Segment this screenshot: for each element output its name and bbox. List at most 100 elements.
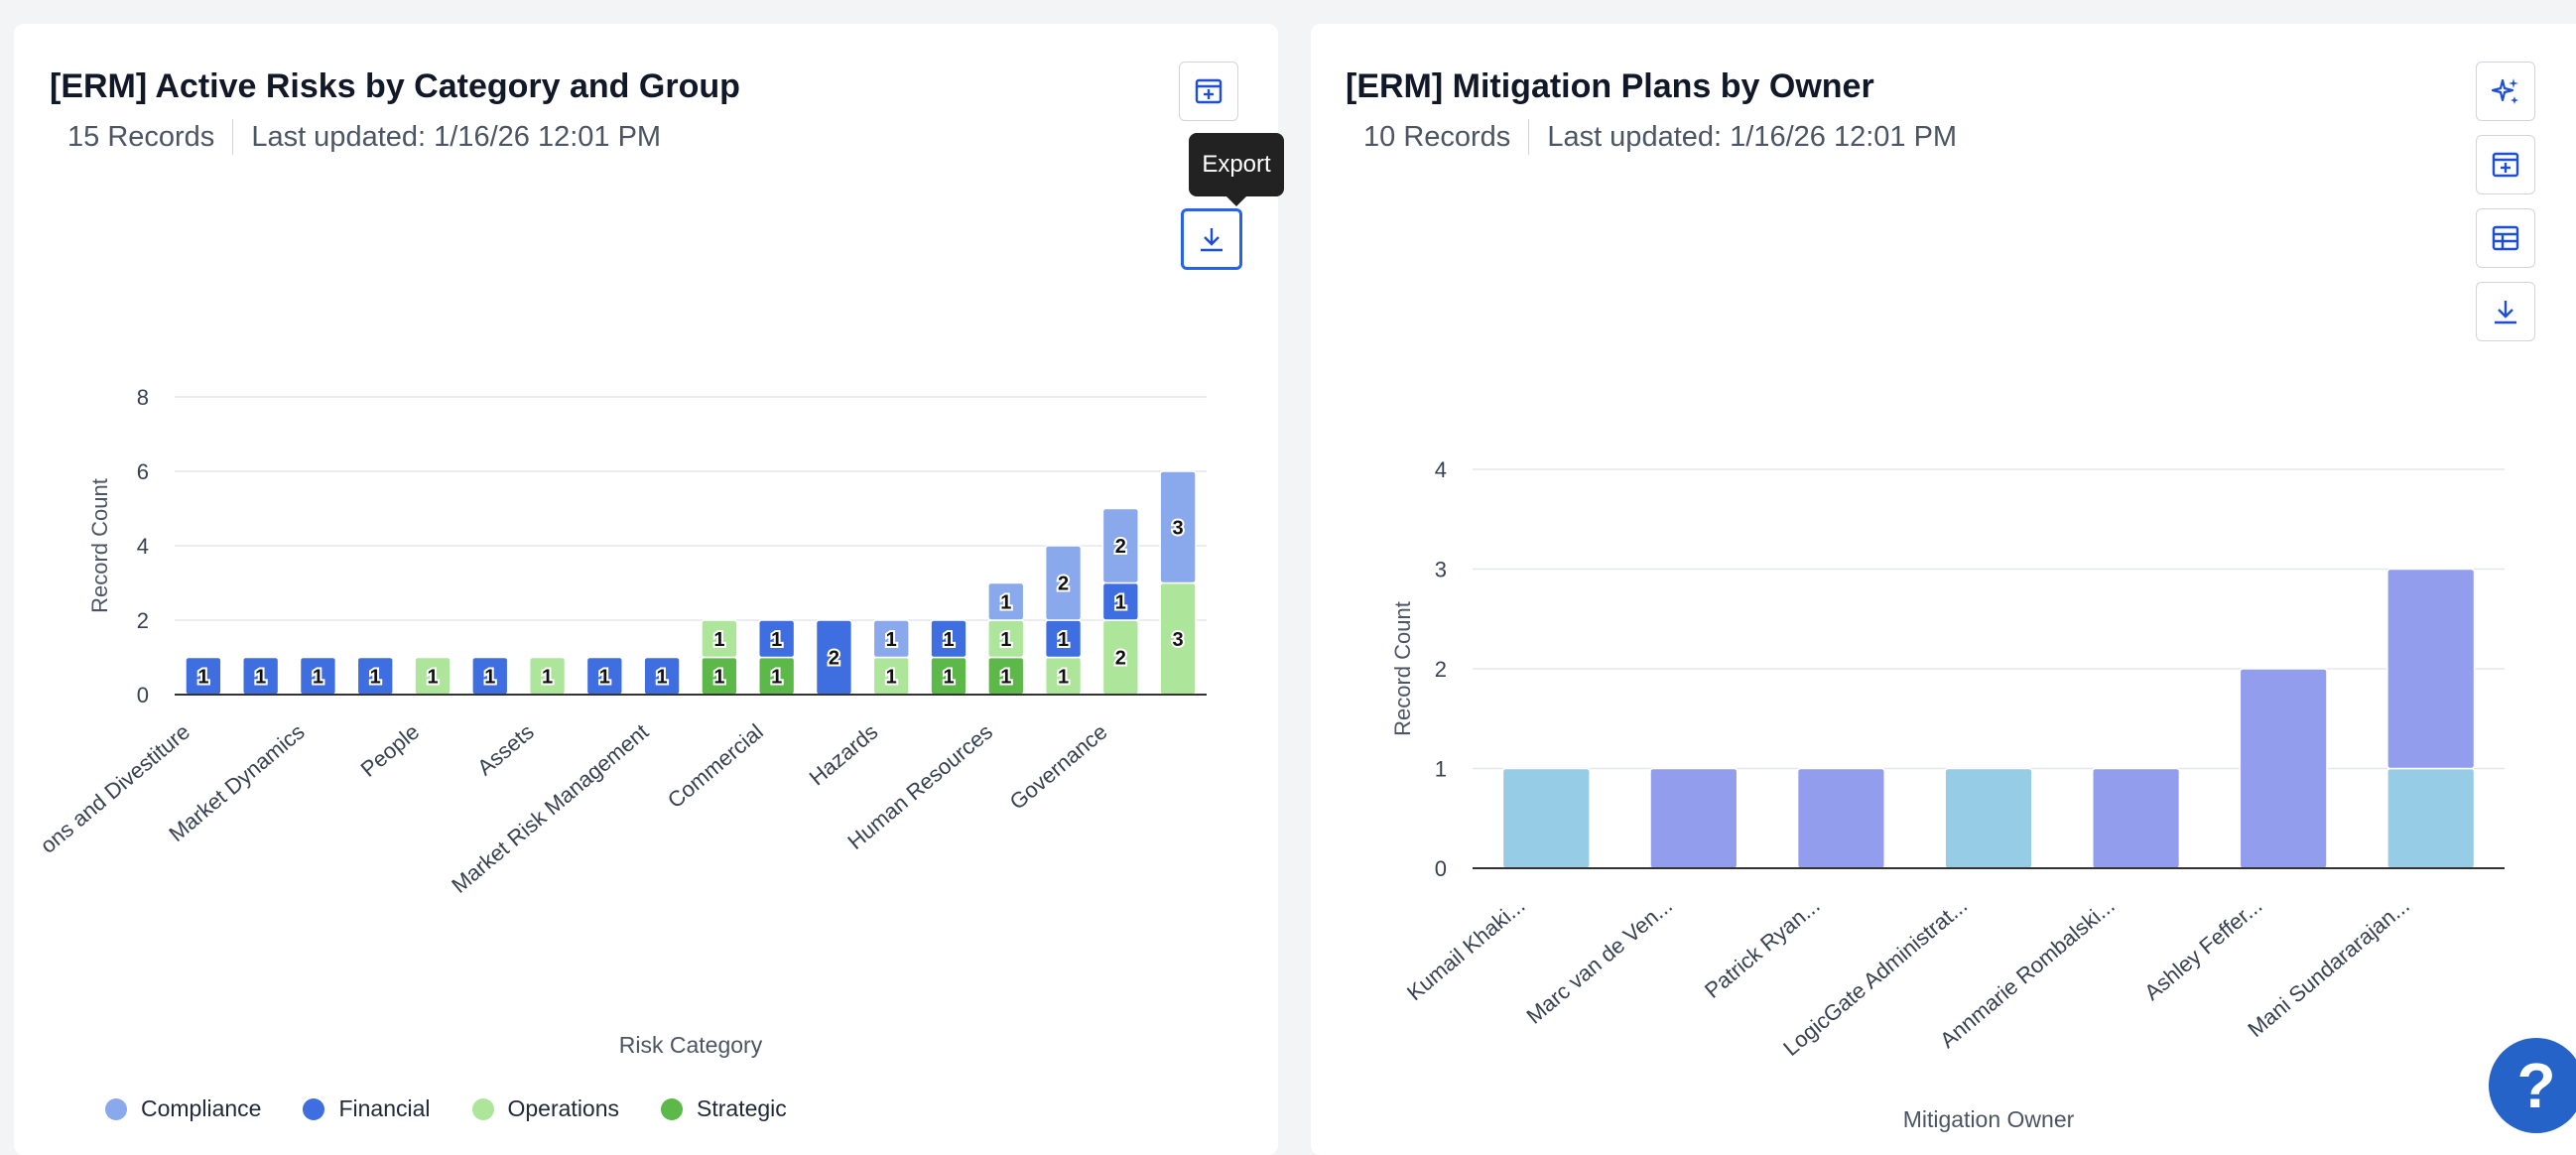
last-updated: Last updated: 1/16/26 12:01 PM xyxy=(251,120,662,153)
bar-value-label: 2 xyxy=(1115,648,1126,670)
x-tick-label: Hazards xyxy=(805,719,883,791)
y-tick-label: 6 xyxy=(137,459,149,484)
mitigation-owner-chart: 0 1 2 3 4 Kumail Khaki...Marc van de Ven... Pa… xyxy=(1390,457,2505,1132)
bar-segment xyxy=(701,619,738,659)
mitigation-owner-card: [ERM] Mitigation Plans by Owner 10 Recor… xyxy=(1311,24,2576,1155)
x-tick-label: Commercial xyxy=(663,719,768,814)
export-button[interactable] xyxy=(2476,282,2535,341)
help-button[interactable]: ? xyxy=(2489,1038,2576,1133)
legend-swatch xyxy=(303,1097,325,1120)
card-title: [ERM] Active Risks by Category and Group xyxy=(50,67,740,105)
legend-item-compliance[interactable]: Compliance xyxy=(105,1095,261,1122)
bar-segment xyxy=(872,619,910,659)
bar-value-label: 1 xyxy=(771,629,782,651)
risk-category-card: [ERM] Active Risks by Category and Group… xyxy=(14,24,1284,1155)
table-icon xyxy=(2492,225,2519,251)
bar-value-label: 1 xyxy=(713,666,724,688)
y-tick-label: 2 xyxy=(1435,657,1447,682)
download-icon xyxy=(2495,301,2516,324)
y-axis-title: Record Count xyxy=(1390,601,1415,736)
bar-value-label: 1 xyxy=(886,666,897,688)
x-tick-label: Market Risk Management xyxy=(447,719,653,898)
x-tick-label: Kumail Khaki... xyxy=(1402,893,1529,1005)
legend-label: Operations xyxy=(507,1095,620,1121)
card-title: [ERM] Mitigation Plans by Owner xyxy=(1346,67,1874,105)
legend-item-operations[interactable]: Operations xyxy=(471,1095,620,1122)
bar-segment xyxy=(1649,767,1739,869)
y-tick-label: 3 xyxy=(1435,558,1447,582)
y-tick-label: 0 xyxy=(1435,856,1447,881)
x-axis-title: Mitigation Owner xyxy=(1903,1106,2075,1132)
x-tick-label: Marc van de Ven... xyxy=(1521,893,1677,1029)
x-tick-label: Patrick Ryan... xyxy=(1700,893,1825,1003)
bar-value-label: 2 xyxy=(1115,536,1126,558)
records-count: 10 Records xyxy=(1363,120,1511,153)
y-axis-title: Record Count xyxy=(87,478,112,613)
bar-value-label: 1 xyxy=(771,666,782,688)
bar-value-label: 3 xyxy=(1173,517,1184,539)
y-tick-label: 4 xyxy=(137,534,149,559)
bar-value-label: 1 xyxy=(370,666,381,688)
legend-swatch xyxy=(471,1097,494,1120)
bar-value-label: 1 xyxy=(1000,666,1011,688)
bar-value-label: 1 xyxy=(1115,591,1126,613)
bar-value-label: 2 xyxy=(829,648,839,670)
meta-divider xyxy=(232,119,234,155)
bar-value-label: 1 xyxy=(657,666,668,688)
x-tick-label: ons and Divestiture xyxy=(36,719,194,858)
add-to-dashboard-icon xyxy=(2492,152,2519,178)
bar-segment xyxy=(2386,568,2476,770)
bar-value-label: 1 xyxy=(1058,629,1069,651)
bar-value-label: 1 xyxy=(542,666,553,688)
bar-segment xyxy=(2091,767,2181,869)
bar-value-label: 3 xyxy=(1173,629,1184,651)
bar-value-label: 1 xyxy=(599,666,610,688)
bar-segment xyxy=(2386,767,2476,869)
bar-segment xyxy=(1944,767,2033,869)
bar-segment xyxy=(1501,767,1591,869)
meta-divider xyxy=(1528,119,1530,155)
bar-value-label: 1 xyxy=(943,666,954,688)
bar-value-label: 1 xyxy=(484,666,495,688)
legend-swatch xyxy=(105,1097,127,1120)
legend-swatch xyxy=(661,1097,684,1120)
y-tick-label: 4 xyxy=(1435,457,1447,482)
bar-value-label: 1 xyxy=(1000,591,1011,613)
bar-value-label: 1 xyxy=(943,629,954,651)
add-to-dashboard-icon xyxy=(1195,78,1223,104)
legend-item-strategic[interactable]: Strategic xyxy=(661,1095,787,1122)
bar-segment xyxy=(1796,767,1886,869)
legend-label: Financial xyxy=(338,1095,431,1121)
bar-segment xyxy=(758,619,796,659)
card-meta: 15 Records Last updated: 1/16/26 12:01 P… xyxy=(67,119,661,155)
x-tick-label: Assets xyxy=(472,719,539,781)
view-table-button[interactable] xyxy=(2476,208,2535,268)
risk-category-chart: 0 2 4 6 8 1 1 1 1 1 1 1 1 1 1 1 1 1 2 1 1 1 1 1 1 1 1 1 2 2 1 2 3 3 ons an… xyxy=(36,385,1207,1058)
help-icon: ? xyxy=(2516,1050,2556,1121)
x-axis-title: Risk Category xyxy=(619,1032,763,1058)
bar-value-label: 1 xyxy=(713,629,724,651)
bar-segment xyxy=(1159,470,1197,584)
add-to-dashboard-button[interactable] xyxy=(2476,135,2535,194)
y-tick-label: 1 xyxy=(1435,757,1447,782)
bar-value-label: 1 xyxy=(313,666,323,688)
records-count: 15 Records xyxy=(67,120,215,153)
bar-value-label: 1 xyxy=(197,666,208,688)
bar-value-label: 1 xyxy=(886,629,897,651)
bar-value-label: 1 xyxy=(427,666,438,688)
x-tick-label: Ashley Feffer... xyxy=(2139,893,2266,1005)
bar-value-label: 1 xyxy=(1000,629,1011,651)
legend-label: Strategic xyxy=(697,1095,787,1121)
legend-item-financial[interactable]: Financial xyxy=(303,1095,431,1122)
sparkle-icon xyxy=(2491,78,2518,104)
export-button[interactable] xyxy=(1181,208,1242,270)
bar-segment xyxy=(987,581,1025,621)
chart-legend: Compliance Financial Operations Strategi… xyxy=(105,1095,787,1122)
y-tick-label: 2 xyxy=(137,608,149,633)
last-updated: Last updated: 1/16/26 12:01 PM xyxy=(1547,120,1958,153)
y-tick-label: 0 xyxy=(137,683,149,707)
legend-label: Compliance xyxy=(141,1095,262,1121)
bar-value-label: 1 xyxy=(255,666,266,688)
ai-insights-button[interactable] xyxy=(2476,62,2535,121)
add-to-dashboard-button[interactable] xyxy=(1179,62,1238,121)
